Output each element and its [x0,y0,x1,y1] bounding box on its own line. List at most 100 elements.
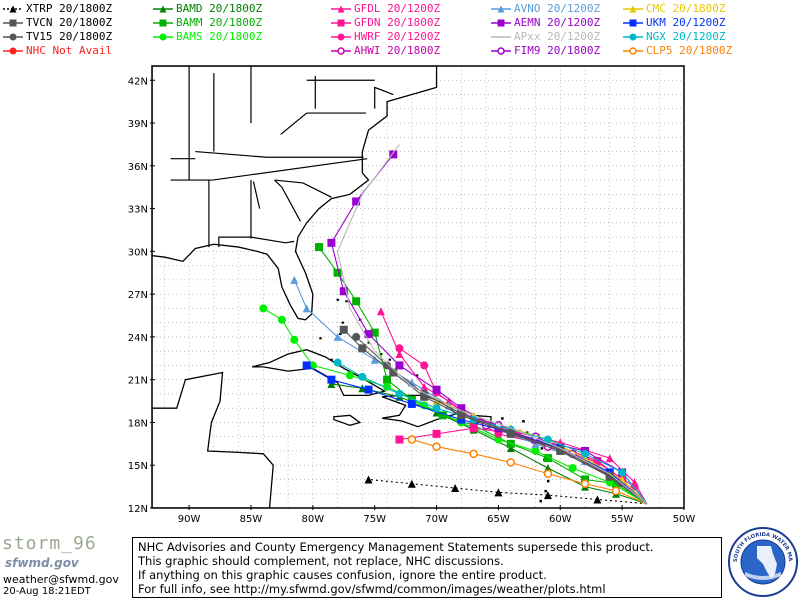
legend-item-bamd: BAMD 20/1800Z [152,2,322,16]
lat-tick-label: 36N [128,162,148,173]
legend-item-apxx: APxx 20/1200Z [490,30,660,44]
gfdn-forecast-point [395,435,404,444]
storm-name: storm_96 [2,533,97,554]
bams-forecast-point [494,435,503,444]
line-icon [491,36,511,38]
bamm-forecast-point [370,328,379,337]
ngx-forecast-point [358,372,367,381]
legend-item-bams: BAMS 20/1800Z [152,30,322,44]
apxx-track-line [337,144,648,505]
clp5-forecast-point [611,486,621,496]
triangle-icon [331,5,351,13]
lon-tick-label: 85W [240,514,263,525]
ngx-forecast-point [333,358,342,367]
tv15-forecast-point [352,332,361,341]
bams-forecast-point [259,304,268,313]
legend-label: XTRP 20/1800Z [26,2,113,15]
bamm-forecast-point [315,243,324,252]
lat-tick-label: 39N [128,119,148,130]
forecast-tracks [259,144,648,505]
bams-forecast-point [568,464,577,473]
legend-label: TV15 20/1800Z [26,30,113,43]
triangle-icon [491,5,511,13]
circle-icon [153,33,173,41]
bamm-forecast-point [383,375,392,384]
ngx-forecast-point [581,449,590,458]
legend-item-ahwi: AHWI 20/1800Z [330,44,500,58]
ngx-forecast-point [432,404,441,413]
bamm-forecast-point [333,268,342,277]
tvcn-forecast-point [389,368,398,377]
triangle-icon [623,5,643,13]
legend-item-clp5: CLP5 20/1800Z [622,44,792,58]
aemn-forecast-point [389,150,398,159]
hwrf-forecast-point [395,344,404,353]
sfwmd-seal-icon: SOUTH FLORIDA WATER MANAGEMENT DISTRICT [727,524,798,597]
bams-forecast-point [345,371,354,380]
avno-forecast-point [531,439,540,448]
ukm-forecast-point [327,375,336,384]
open-circle-icon [491,47,511,55]
open-circle-icon [623,47,643,55]
track-bamd [327,379,648,505]
legend-label: GFDN 20/1800Z [354,16,441,29]
legend-item-tv15: TV15 20/1800Z [2,30,172,44]
bamm-forecast-point [352,297,361,306]
bamm-forecast-point [611,479,620,488]
aemn-forecast-point [364,330,373,339]
aemn-forecast-point [339,287,348,296]
legend-label: BAMS 20/1800Z [176,30,263,43]
aemn-forecast-point [395,361,404,370]
disclaimer-link-line[interactable]: For full info, see http://my.sfwmd.gov/s… [138,582,606,596]
clp5-forecast-point [432,442,441,451]
legend-item-ukm: UKM 20/1200Z [622,16,792,30]
agency-logo-text: sfwmd.gov [5,556,79,570]
hwrf-forecast-point [420,361,429,370]
circle-icon [623,33,643,41]
clp5-forecast-point [469,449,478,459]
lon-tick-label: 70W [425,514,448,525]
lon-tick-label: 80W [302,514,325,525]
track-bams [259,304,648,505]
legend-item-hwrf: HWRF 20/1200Z [330,30,500,44]
legend-item-tvcn: TVCN 20/1800Z [2,16,172,30]
aemn-forecast-point [432,385,441,394]
ukm-forecast-point [302,361,311,370]
lat-tick-label: 12N [128,504,148,515]
xtrp-forecast-point [407,479,416,488]
legend-item-gfdl: GFDL 20/1200Z [330,2,500,16]
legend-label: UKM 20/1200Z [646,16,726,29]
bamm-forecast-point [438,411,447,420]
circle-icon [331,33,351,41]
lon-tick-label: 55W [611,514,634,525]
bams-forecast-point [290,335,299,344]
bams-forecast-point [531,446,540,455]
square-icon [153,19,173,27]
bams-forecast-point [277,315,286,324]
aemn-forecast-point [327,238,336,247]
contact-email[interactable]: weather@sfwmd.gov [3,573,119,586]
bamd-forecast-point [327,379,336,388]
legend-label: BAMM 20/1800Z [176,16,263,29]
legend-item-fim9: FIM9 20/1800Z [490,44,660,58]
ngx-track-line [337,362,648,505]
disclaimer-line: If anything on this graphic causes confu… [138,568,547,582]
gfdl-forecast-point [395,350,404,359]
legend-label: FIM9 20/1800Z [514,44,601,57]
ukm-forecast-point [364,385,373,394]
avno-forecast-point [302,304,311,313]
legend-label: NHC Not Avail [26,44,113,57]
legend-item-aemn: AEMN 20/1200Z [490,16,660,30]
disclaimer-line: This graphic should complement, not repl… [138,554,504,568]
tv15-forecast-point [383,361,392,370]
ngx-forecast-point [618,468,627,477]
lat-tick-label: 18N [128,418,148,429]
lon-tick-label: 75W [363,514,386,525]
track-apxx [337,144,648,505]
xtrp-forecast-point [494,488,503,497]
lat-tick-label: 27N [128,290,148,301]
legend-item-ngx: NGX 20/1200Z [622,30,792,44]
legend-item-bamm: BAMM 20/1800Z [152,16,322,30]
tv15-forecast-point [506,428,515,437]
ukm-forecast-point [457,415,466,424]
